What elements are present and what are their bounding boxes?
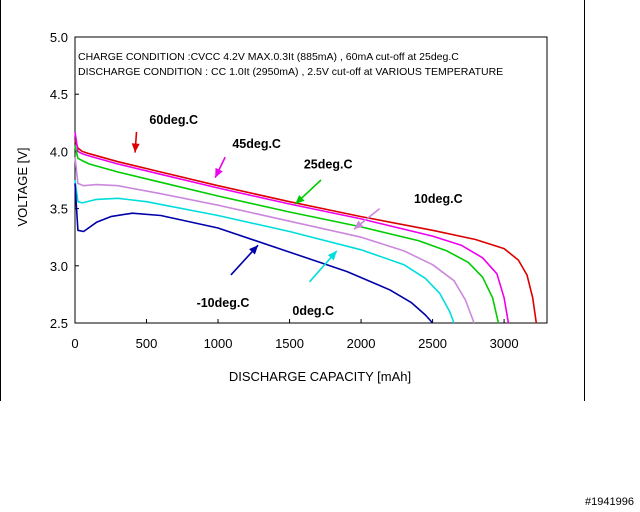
right-border-line <box>584 0 585 401</box>
annotation-arrowhead <box>327 250 337 261</box>
series-line-45degC <box>74 131 510 324</box>
y-tick-label: 4.0 <box>50 144 68 159</box>
axis-ticks: 0 500 1000 1500 2000 2500 3000 2.5 3.0 3.5 4.0 4.5 5… <box>50 30 519 351</box>
charge-condition-note: CHARGE CONDITION :CVCC 4.2V MAX.0.3It (8… <box>78 51 459 63</box>
series-line--10degC <box>74 183 434 324</box>
y-axis-label: VOLTAGE [V] <box>15 148 30 227</box>
y-tick-label: 5.0 <box>50 30 68 45</box>
series-annotation-label: 0deg.C <box>292 304 334 318</box>
series-layer <box>74 131 538 324</box>
x-tick-label: 1000 <box>204 336 233 351</box>
series-annotation-label: 10deg.C <box>414 192 463 206</box>
x-tick-label: 2500 <box>418 336 447 351</box>
series-annotation-label: 60deg.C <box>149 113 198 127</box>
annotation-layer: 60deg.C 45deg.C 25deg.C 10deg.C 0deg.C -10deg… <box>131 113 463 318</box>
discharge-condition-note: DISCHARGE CONDITION : CC 1.0It (2950mA) … <box>78 66 503 78</box>
series-annotation-label: -10deg.C <box>197 296 250 310</box>
annotation-arrowhead <box>131 143 140 153</box>
annotation-arrowhead <box>249 245 259 255</box>
x-tick-label: 500 <box>136 336 158 351</box>
annotation-arrowhead <box>353 220 364 230</box>
series-line-60degC <box>74 139 538 324</box>
x-axis-label: DISCHARGE CAPACITY [mAh] <box>229 369 411 384</box>
y-tick-label: 4.5 <box>50 87 68 102</box>
x-tick-label: 0 <box>71 336 78 351</box>
series-annotation-label: 25deg.C <box>304 158 353 172</box>
y-tick-label: 2.5 <box>50 316 68 331</box>
image-id-stamp: #1941996 <box>585 496 634 508</box>
series-annotation-label: 45deg.C <box>232 137 281 151</box>
x-tick-label: 3000 <box>490 336 519 351</box>
series-line-10degC <box>74 157 475 324</box>
x-tick-label: 1500 <box>275 336 304 351</box>
annotation-arrowhead <box>295 194 305 205</box>
y-tick-label: 3.0 <box>50 259 68 274</box>
left-border-line <box>0 0 1 401</box>
y-tick-label: 3.5 <box>50 202 68 217</box>
series-line-25degC <box>74 145 500 324</box>
x-tick-label: 2000 <box>347 336 376 351</box>
annotation-arrowhead <box>215 167 223 178</box>
series-line-0degC <box>74 179 455 324</box>
